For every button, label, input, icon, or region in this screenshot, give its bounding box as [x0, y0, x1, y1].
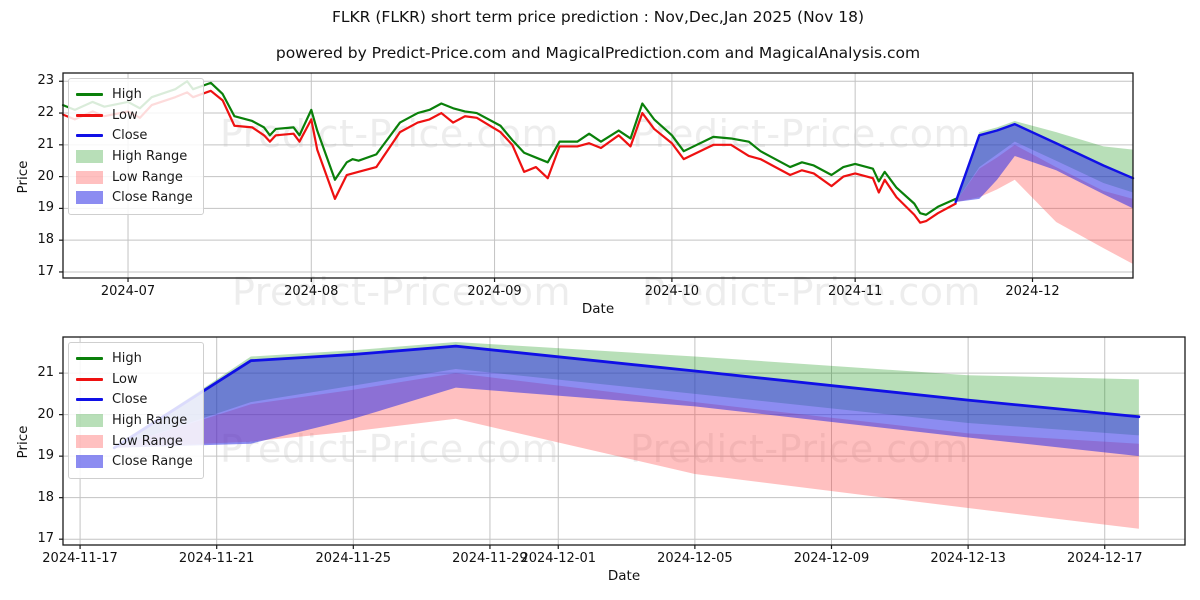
x-axis-label-bottom: Date [607, 568, 641, 584]
legend-label: Low [112, 107, 138, 123]
legend-item: High [76, 84, 193, 105]
x-tick-label: 2024-10 [644, 284, 700, 299]
legend-line-swatch-icon [76, 377, 103, 381]
legend-line-swatch-icon [76, 356, 103, 360]
y-tick-label: 21 [37, 365, 54, 381]
x-tick-label: 2024-11 [827, 284, 883, 299]
x-tick-label: 2024-08 [284, 284, 339, 299]
legend-line-swatch-icon [76, 398, 103, 402]
legend-label: Close Range [112, 454, 193, 470]
legend-item: High [76, 348, 193, 369]
legend-item: Close Range [76, 187, 193, 208]
x-tick-label: 2024-12-17 [1066, 551, 1143, 566]
x-tick-label: 2024-11-29 [452, 551, 528, 566]
legend-line-swatch-icon [76, 113, 103, 117]
y-tick-label: 19 [37, 448, 54, 464]
legend-label: High Range [112, 412, 188, 428]
legend-label: High [112, 86, 142, 102]
x-tick-label: 2024-07 [100, 284, 156, 299]
chart-subtitle: powered by Predict-Price.com and Magical… [275, 44, 921, 62]
legend-label: High [112, 350, 142, 366]
legend-label: High Range [112, 148, 188, 164]
legend-item: Low Range [76, 167, 193, 188]
x-tick-label: 2024-11-21 [178, 551, 255, 566]
y-tick-label: 19 [37, 200, 54, 216]
legend-label: Close [112, 128, 148, 144]
legend-band-swatch-icon [76, 191, 103, 205]
legend-item: Close Range [76, 451, 193, 472]
y-tick-label: 21 [37, 136, 54, 152]
x-tick-label: 2024-11-17 [42, 551, 118, 566]
y-tick-label: 22 [37, 105, 54, 121]
legend-item: Low [76, 369, 193, 390]
y-tick-label: 17 [37, 531, 54, 547]
x-tick-label: 2024-12-13 [930, 551, 1006, 566]
x-tick-label: 2024-12-05 [657, 551, 733, 566]
x-tick-label: 2024-12-09 [793, 551, 870, 566]
legend-label: Close [112, 392, 148, 408]
page-title: FLKR (FLKR) short term price prediction … [331, 8, 865, 26]
legend-item: High Range [76, 146, 193, 167]
legend-item: High Range [76, 410, 193, 431]
legend-line-swatch-icon [76, 92, 103, 96]
legend-band-swatch-icon [76, 149, 103, 163]
y-tick-label: 18 [37, 232, 54, 248]
legend-item: Close [76, 125, 193, 146]
y-tick-label: 23 [37, 73, 54, 89]
legend: High Low Close High Range Low Range Close Ran… [68, 78, 204, 216]
legend-label: Low [112, 371, 138, 387]
legend-item: Close [76, 389, 193, 410]
x-tick-label: 2024-11-25 [315, 551, 392, 566]
legend-label: Low Range [112, 433, 183, 449]
x-tick-label: 2024-09 [467, 284, 522, 299]
legend-label: Close Range [112, 190, 193, 206]
y-tick-label: 20 [37, 168, 54, 184]
legend-band-swatch-icon [76, 170, 103, 184]
x-tick-label: 2024-12-01 [520, 551, 597, 566]
y-tick-label: 18 [37, 489, 54, 505]
legend-line-swatch-icon [76, 134, 103, 138]
y-tick-label: 17 [37, 263, 54, 279]
legend: High Low Close High Range Low Range Close Ran… [68, 342, 204, 480]
legend-band-swatch-icon [76, 413, 103, 427]
legend-item: Low [76, 105, 193, 126]
y-tick-label: 20 [37, 406, 54, 422]
legend-band-swatch-icon [76, 434, 103, 448]
x-axis-label-top: Date [581, 301, 615, 317]
x-tick-label: 2024-12 [1005, 284, 1060, 299]
legend-item: Low Range [76, 431, 193, 452]
legend-band-swatch-icon [76, 455, 103, 469]
legend-label: Low Range [112, 169, 183, 185]
